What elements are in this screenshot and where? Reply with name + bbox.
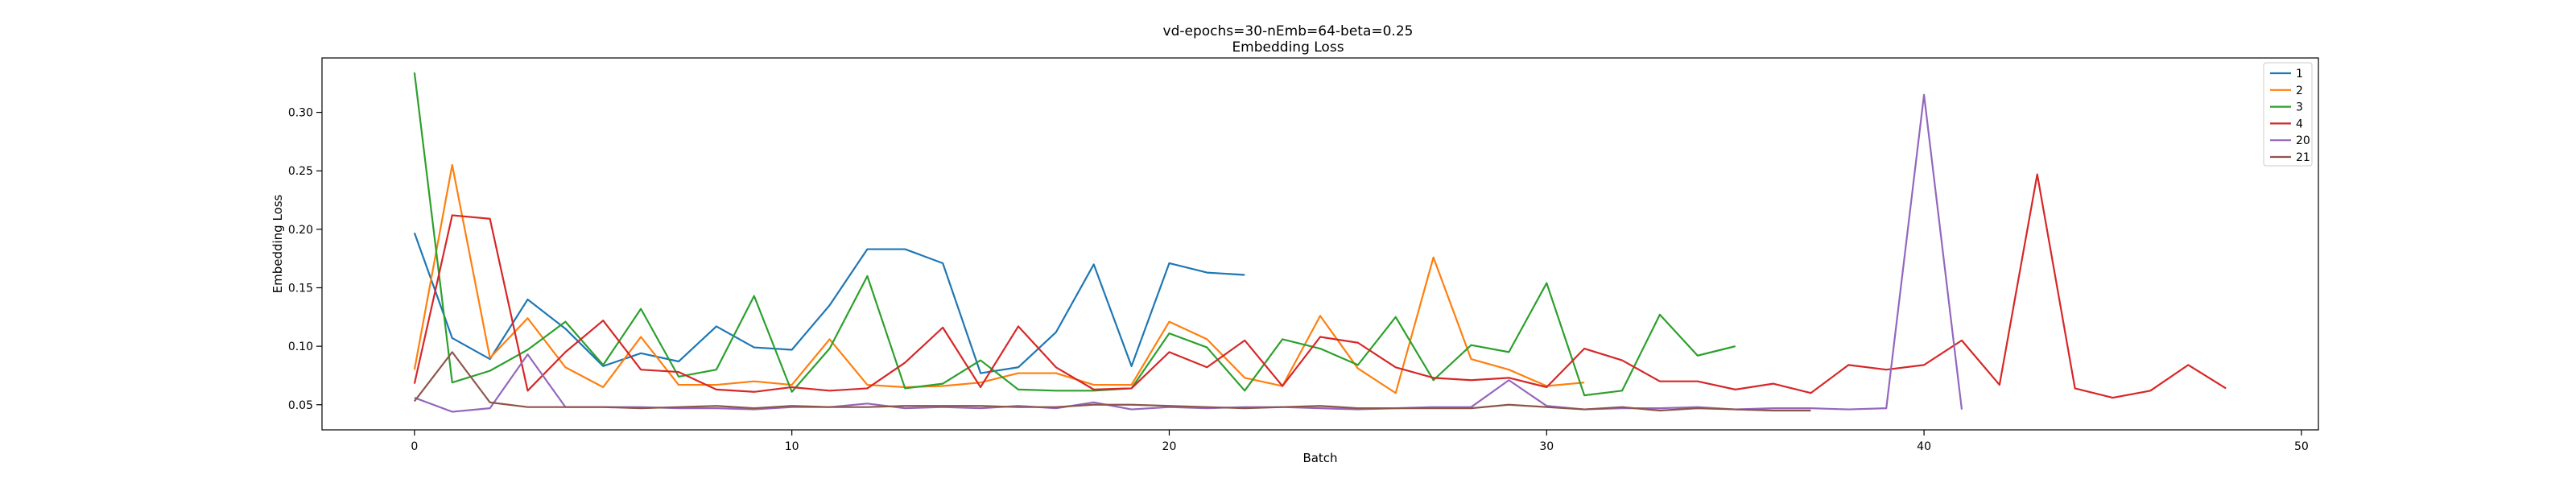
chart-subtitle: Embedding Loss	[1232, 39, 1344, 56]
series-line-3	[413, 72, 1736, 397]
x-tick-label: 40	[1917, 440, 1931, 453]
x-axis-label: Batch	[1302, 451, 1337, 465]
series-line-2	[413, 163, 1585, 394]
legend-label-4: 4	[2296, 118, 2303, 130]
series-line-1	[413, 232, 1245, 374]
y-tick-label: 0.20	[288, 224, 313, 237]
x-tick-label: 20	[1162, 440, 1177, 453]
legend-label-1: 1	[2296, 68, 2303, 80]
legend-label-3: 3	[2296, 101, 2303, 114]
y-axis-label: Embedding Loss	[270, 194, 285, 293]
x-axis-ticks: 0 10 20 30 40 50	[411, 430, 2309, 453]
y-tick-label: 0.10	[288, 341, 313, 353]
y-tick-label: 0.15	[288, 282, 313, 295]
y-tick-label: 0.25	[288, 165, 313, 178]
x-tick-label: 0	[411, 440, 418, 453]
x-tick-label: 10	[785, 440, 799, 453]
x-tick-label: 50	[2294, 440, 2309, 453]
legend: 1 2 3 4 20 21	[2263, 62, 2313, 167]
legend-label-21: 21	[2296, 151, 2310, 164]
legend-box	[2263, 62, 2313, 167]
chart-title: vd-epochs=30-nEmb=64-beta=0.25	[1163, 23, 1414, 39]
series-layer	[413, 72, 2227, 413]
x-tick-label: 30	[1539, 440, 1554, 453]
legend-label-20: 20	[2296, 134, 2310, 147]
series-line-21	[413, 351, 1811, 412]
series-line-4	[413, 173, 2227, 399]
legend-label-2: 2	[2296, 85, 2303, 97]
plot-area	[321, 57, 2319, 431]
y-tick-label: 0.05	[288, 399, 313, 412]
y-axis-ticks: 0.05 0.10 0.15 0.20 0.25 0.30	[288, 107, 322, 412]
y-tick-label: 0.30	[288, 107, 313, 120]
